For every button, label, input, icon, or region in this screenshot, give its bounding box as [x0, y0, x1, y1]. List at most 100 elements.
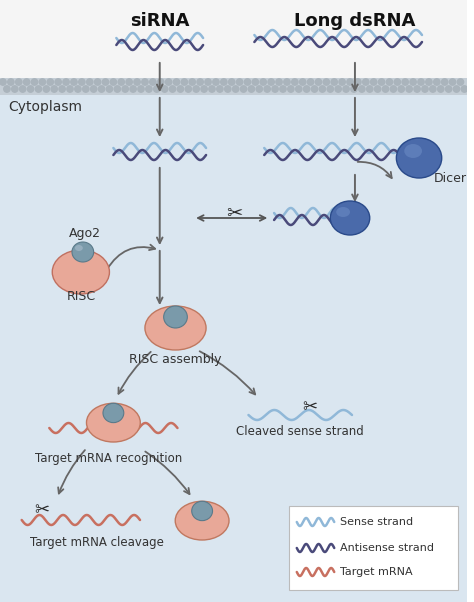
Circle shape — [205, 79, 211, 85]
Circle shape — [359, 86, 365, 92]
Circle shape — [280, 86, 286, 92]
Circle shape — [217, 86, 223, 92]
Circle shape — [228, 79, 235, 85]
Circle shape — [268, 79, 274, 85]
Text: Long dsRNA: Long dsRNA — [294, 12, 416, 30]
Circle shape — [67, 86, 73, 92]
Circle shape — [430, 86, 436, 92]
Circle shape — [311, 86, 318, 92]
Circle shape — [244, 79, 251, 85]
Ellipse shape — [145, 306, 206, 350]
Circle shape — [55, 79, 61, 85]
Circle shape — [418, 79, 424, 85]
Circle shape — [453, 86, 460, 92]
Circle shape — [43, 86, 49, 92]
Text: Cleaved sense strand: Cleaved sense strand — [236, 425, 364, 438]
Ellipse shape — [86, 403, 140, 442]
Ellipse shape — [164, 306, 187, 328]
Circle shape — [319, 86, 326, 92]
Circle shape — [27, 86, 34, 92]
Circle shape — [398, 86, 404, 92]
Circle shape — [75, 86, 81, 92]
Circle shape — [12, 86, 18, 92]
Circle shape — [173, 79, 180, 85]
Circle shape — [150, 79, 156, 85]
Circle shape — [315, 79, 322, 85]
Text: RISC: RISC — [66, 290, 95, 303]
FancyBboxPatch shape — [289, 506, 458, 590]
Ellipse shape — [396, 138, 442, 178]
Circle shape — [126, 79, 132, 85]
Circle shape — [331, 79, 337, 85]
Circle shape — [16, 79, 22, 85]
Circle shape — [106, 86, 113, 92]
Circle shape — [39, 79, 46, 85]
Text: Antisense strand: Antisense strand — [340, 543, 434, 553]
Ellipse shape — [191, 501, 212, 521]
Circle shape — [114, 86, 120, 92]
Circle shape — [288, 86, 294, 92]
Circle shape — [110, 79, 117, 85]
Circle shape — [461, 86, 467, 92]
Circle shape — [0, 79, 6, 85]
Circle shape — [339, 79, 345, 85]
Circle shape — [355, 79, 361, 85]
Circle shape — [383, 86, 389, 92]
Ellipse shape — [52, 250, 109, 294]
Text: ✂: ✂ — [227, 203, 243, 223]
Circle shape — [169, 86, 176, 92]
Circle shape — [308, 79, 314, 85]
Circle shape — [327, 86, 333, 92]
Circle shape — [402, 79, 409, 85]
Circle shape — [264, 86, 270, 92]
Circle shape — [390, 86, 397, 92]
Circle shape — [366, 86, 373, 92]
Ellipse shape — [404, 144, 422, 158]
Circle shape — [71, 79, 77, 85]
Circle shape — [323, 79, 329, 85]
Circle shape — [24, 79, 30, 85]
Circle shape — [4, 86, 10, 92]
Circle shape — [272, 86, 278, 92]
Ellipse shape — [103, 403, 124, 423]
Circle shape — [138, 86, 144, 92]
Circle shape — [284, 79, 290, 85]
Circle shape — [35, 86, 42, 92]
Ellipse shape — [72, 242, 94, 262]
Ellipse shape — [336, 207, 350, 217]
Text: siRNA: siRNA — [130, 12, 190, 30]
Text: Cytoplasm: Cytoplasm — [8, 100, 82, 114]
Circle shape — [422, 86, 428, 92]
Text: Target mRNA recognition: Target mRNA recognition — [35, 452, 182, 465]
Circle shape — [130, 86, 136, 92]
Circle shape — [79, 79, 85, 85]
Circle shape — [31, 79, 37, 85]
Circle shape — [296, 86, 302, 92]
Circle shape — [371, 79, 377, 85]
Circle shape — [248, 86, 255, 92]
Text: Target mRNA cleavage: Target mRNA cleavage — [29, 536, 164, 549]
Circle shape — [374, 86, 381, 92]
Circle shape — [426, 79, 432, 85]
Circle shape — [351, 86, 357, 92]
Circle shape — [237, 79, 243, 85]
Circle shape — [201, 86, 207, 92]
Circle shape — [122, 86, 128, 92]
Circle shape — [335, 86, 341, 92]
Circle shape — [157, 79, 164, 85]
Circle shape — [260, 79, 266, 85]
Circle shape — [91, 86, 97, 92]
Circle shape — [102, 79, 109, 85]
Circle shape — [303, 86, 310, 92]
Circle shape — [363, 79, 369, 85]
Circle shape — [343, 86, 349, 92]
Circle shape — [240, 86, 246, 92]
Circle shape — [410, 79, 416, 85]
Ellipse shape — [75, 245, 83, 251]
Ellipse shape — [175, 501, 229, 540]
Circle shape — [8, 79, 14, 85]
Circle shape — [213, 79, 219, 85]
Circle shape — [252, 79, 258, 85]
Text: ✂: ✂ — [34, 501, 49, 519]
Circle shape — [134, 79, 140, 85]
